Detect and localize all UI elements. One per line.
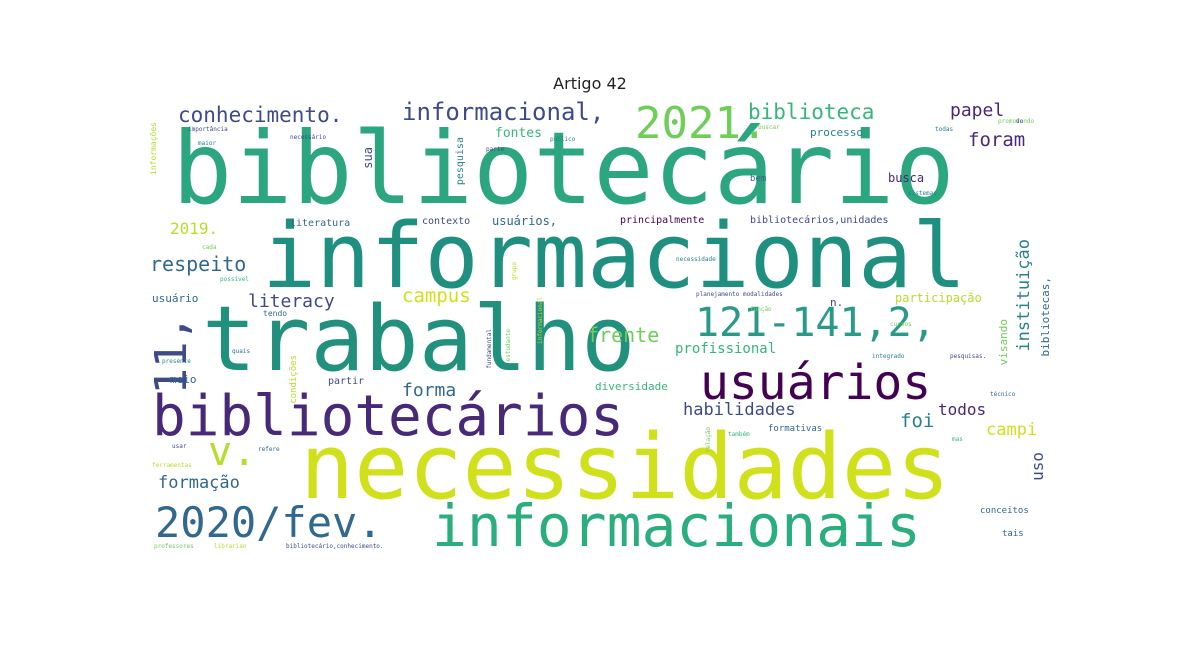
word: informacional — [262, 204, 967, 309]
word: ferramentas — [152, 462, 192, 469]
word: professores — [154, 543, 194, 550]
word: cada — [202, 244, 217, 251]
word: uso — [1028, 452, 1047, 481]
word: refere — [258, 446, 280, 453]
word: importância — [188, 126, 228, 133]
word: campi — [986, 420, 1038, 440]
word: informações — [149, 122, 158, 175]
word: literatura — [290, 218, 351, 229]
word: maior — [198, 140, 217, 147]
word: integrado — [872, 353, 905, 360]
word: função — [750, 306, 772, 313]
word: principalmente — [620, 215, 705, 226]
word: bibliotecário — [172, 110, 955, 227]
word: visando — [997, 319, 1010, 366]
word: fontes — [495, 126, 542, 141]
word: partir — [328, 376, 365, 387]
word: grupo — [511, 262, 518, 281]
word: campus — [402, 285, 471, 307]
word: planejamento modalidades — [696, 291, 783, 298]
word: librarian — [214, 543, 247, 550]
word: fundamental — [486, 329, 493, 369]
word: todas — [935, 126, 954, 133]
word: usuário — [152, 292, 199, 305]
word: informacional — [537, 297, 544, 344]
word: relação — [705, 427, 712, 453]
word: promovendo — [998, 118, 1035, 125]
word: presente — [162, 358, 191, 365]
word: cursos — [890, 321, 912, 328]
word: papel — [950, 100, 1005, 121]
word: processo — [810, 126, 863, 139]
word: usuários — [700, 355, 932, 411]
word: forma — [402, 380, 457, 401]
word: diversidade — [595, 380, 668, 393]
word: tais — [1002, 529, 1024, 539]
word: contexto — [422, 216, 471, 227]
word: sua — [361, 147, 375, 169]
word: literacy — [248, 291, 335, 312]
word: habilidades — [683, 400, 796, 420]
word: informacional, — [402, 98, 605, 126]
word: quais — [232, 348, 251, 355]
word: bibliotecas, — [1039, 277, 1052, 357]
word: possível — [220, 276, 249, 283]
word: n. — [830, 296, 844, 309]
word: formativas — [768, 424, 823, 434]
word: respeito — [150, 252, 247, 276]
word: bibliotecários,unidades — [750, 215, 889, 226]
word: todos — [938, 400, 987, 419]
word: 121-141,2, — [695, 300, 936, 346]
word: foram — [968, 129, 1026, 151]
word: condições — [289, 355, 299, 404]
word: necessário — [290, 134, 327, 141]
word: informacionais — [432, 492, 921, 560]
word: pesquisa — [455, 137, 466, 186]
word: necessidade — [676, 256, 716, 263]
word: 2021. — [635, 98, 768, 149]
word: bibliotecários — [152, 384, 625, 449]
word: estudante — [505, 329, 512, 362]
word: usuários, — [492, 214, 558, 228]
word: mas — [952, 436, 963, 443]
chart-title: Artigo 42 — [553, 74, 627, 93]
word: técnico — [990, 391, 1016, 398]
word: parte — [486, 146, 505, 153]
word: usar — [172, 443, 187, 450]
word: v. — [208, 429, 257, 475]
word: bibliotecário,conhecimento. — [286, 543, 384, 550]
word: qual — [325, 415, 332, 430]
word: formação — [158, 473, 240, 493]
word: conceitos — [980, 506, 1029, 516]
word: participação — [895, 291, 982, 305]
word: do — [1016, 118, 1024, 125]
word: tendo — [263, 309, 288, 318]
word: foi — [900, 410, 935, 432]
word: frente — [587, 323, 660, 347]
word: 2019. — [170, 219, 219, 238]
word: buscar — [758, 124, 780, 131]
word: também — [728, 431, 750, 438]
word: meio — [170, 373, 197, 386]
word: busca — [888, 171, 925, 185]
word: biblioteca — [748, 100, 875, 124]
word: sistemas — [908, 190, 937, 197]
word: público — [550, 136, 576, 143]
word: bem — [750, 174, 767, 184]
word-cloud: bibliotecário informacional trabalho nec… — [146, 97, 1052, 560]
word: instituição — [1014, 239, 1034, 352]
word: 2020/fev. — [155, 498, 383, 547]
word: profissional — [675, 341, 777, 357]
word: necessidades — [300, 415, 951, 520]
word: pesquisas. — [950, 353, 987, 360]
word: conhecimento. — [178, 103, 343, 127]
word: trabalho — [202, 287, 636, 392]
